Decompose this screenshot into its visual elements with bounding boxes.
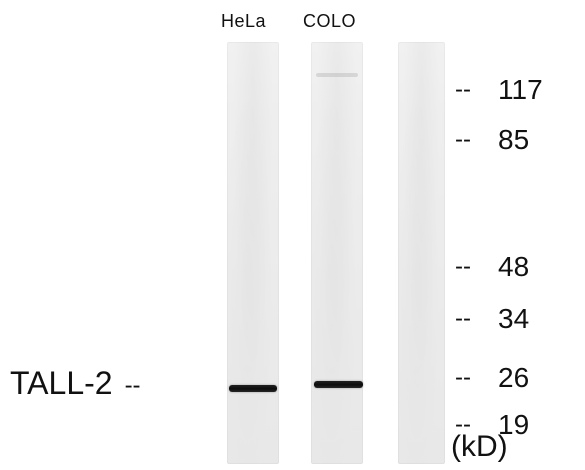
lane-label-colo: COLO bbox=[303, 11, 357, 31]
marker-117: -- 117 bbox=[455, 74, 543, 104]
target-label: TALL-2 -- bbox=[10, 367, 141, 399]
lane-hela bbox=[227, 42, 279, 464]
marker-19: -- 19 bbox=[455, 409, 529, 439]
target-name: TALL-2 bbox=[10, 365, 113, 401]
marker-value: 117 bbox=[498, 73, 543, 105]
band-hela bbox=[229, 385, 277, 392]
unit-label: (kD) bbox=[451, 430, 508, 463]
marker-dash: -- bbox=[455, 363, 471, 391]
marker-34: -- 34 bbox=[455, 303, 529, 333]
marker-value: 19 bbox=[498, 408, 530, 440]
marker-dash: -- bbox=[455, 252, 471, 280]
marker-26: -- 26 bbox=[455, 362, 529, 392]
marker-48: -- 48 bbox=[455, 251, 529, 281]
target-dash: -- bbox=[124, 371, 141, 399]
marker-value: 48 bbox=[498, 250, 530, 282]
lane-control bbox=[398, 42, 445, 464]
marker-85: -- 85 bbox=[455, 124, 529, 154]
marker-value: 26 bbox=[498, 361, 530, 393]
marker-value: 85 bbox=[498, 123, 530, 155]
marker-dash: -- bbox=[455, 75, 471, 103]
marker-dash: -- bbox=[455, 410, 471, 438]
lane-label-hela: HeLa bbox=[221, 11, 267, 31]
marker-dash: -- bbox=[455, 125, 471, 153]
faint-band-colo bbox=[316, 73, 358, 77]
marker-dash: -- bbox=[455, 304, 471, 332]
lane-colo bbox=[311, 42, 363, 464]
marker-value: 34 bbox=[498, 302, 530, 334]
band-colo bbox=[314, 381, 363, 388]
